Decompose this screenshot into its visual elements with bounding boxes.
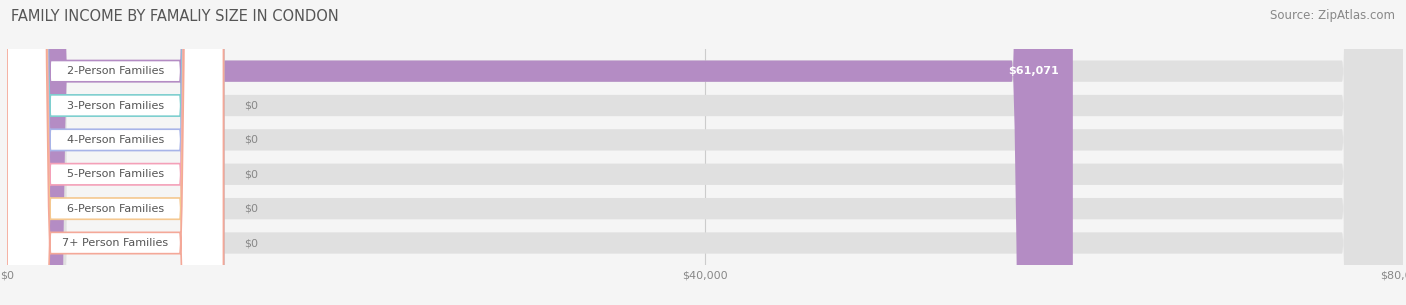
FancyBboxPatch shape xyxy=(7,0,1403,305)
FancyBboxPatch shape xyxy=(7,0,224,305)
Text: FAMILY INCOME BY FAMALIY SIZE IN CONDON: FAMILY INCOME BY FAMALIY SIZE IN CONDON xyxy=(11,9,339,24)
FancyBboxPatch shape xyxy=(7,0,224,305)
FancyBboxPatch shape xyxy=(7,0,1403,305)
Text: $0: $0 xyxy=(245,169,259,179)
FancyBboxPatch shape xyxy=(7,0,1403,305)
Text: $0: $0 xyxy=(245,135,259,145)
FancyBboxPatch shape xyxy=(7,0,1403,305)
FancyBboxPatch shape xyxy=(7,0,224,305)
Text: 5-Person Families: 5-Person Families xyxy=(66,169,163,179)
Text: 2-Person Families: 2-Person Families xyxy=(66,66,165,76)
Text: $0: $0 xyxy=(245,238,259,248)
Text: $61,071: $61,071 xyxy=(1008,66,1059,76)
FancyBboxPatch shape xyxy=(7,0,224,305)
FancyBboxPatch shape xyxy=(7,0,1403,305)
FancyBboxPatch shape xyxy=(7,0,224,305)
FancyBboxPatch shape xyxy=(7,0,1073,305)
Text: 4-Person Families: 4-Person Families xyxy=(66,135,165,145)
FancyBboxPatch shape xyxy=(7,0,224,305)
Text: 6-Person Families: 6-Person Families xyxy=(66,204,163,213)
Text: $0: $0 xyxy=(245,204,259,213)
Text: $0: $0 xyxy=(245,101,259,110)
Text: 3-Person Families: 3-Person Families xyxy=(66,101,163,110)
Text: 7+ Person Families: 7+ Person Families xyxy=(62,238,169,248)
FancyBboxPatch shape xyxy=(7,0,1403,305)
Text: Source: ZipAtlas.com: Source: ZipAtlas.com xyxy=(1270,9,1395,22)
